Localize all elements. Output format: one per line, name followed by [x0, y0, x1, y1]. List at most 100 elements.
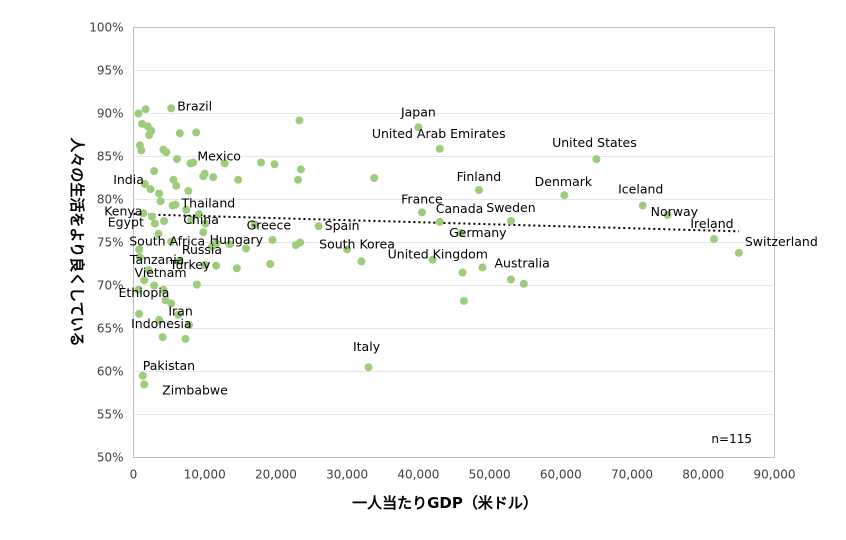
x-tick-label: 60,000: [540, 468, 582, 482]
y-tick-label: 95%: [97, 64, 124, 78]
x-tick-label: 90,000: [754, 468, 796, 482]
data-point: [295, 116, 304, 125]
data-point-denmark: [560, 191, 569, 200]
trendline: [133, 213, 739, 233]
data-point-egypt: [150, 219, 159, 228]
y-axis-title: 人々の生活をより良くしている: [68, 137, 86, 346]
data-point: [220, 159, 229, 168]
x-tick-label: 80,000: [682, 468, 724, 482]
country-label: Norway: [651, 204, 699, 219]
y-tick-label: 100%: [89, 21, 123, 35]
data-point-japan: [414, 123, 423, 132]
country-label: United Arab Emirates: [372, 126, 506, 141]
country-label: Tanzania: [129, 252, 184, 267]
country-label: Thailand: [181, 196, 236, 211]
data-point-hungary: [225, 240, 234, 249]
x-tick-label: 40,000: [397, 468, 439, 482]
data-point: [148, 212, 157, 221]
country-label: Russia: [182, 242, 222, 257]
data-point: [201, 219, 210, 228]
data-point: [159, 285, 168, 294]
country-label: China: [183, 212, 219, 227]
data-point: [135, 309, 144, 318]
country-label: Zimbabwe: [162, 382, 228, 397]
data-point-india: [140, 180, 149, 189]
data-point: [155, 189, 164, 198]
data-point: [169, 175, 178, 184]
data-point-ireland: [709, 235, 718, 244]
data-point: [137, 146, 146, 155]
data-point-sweden: [506, 217, 515, 225]
country-label: Greece: [247, 217, 292, 232]
data-point: [370, 174, 379, 182]
data-point-germany: [457, 229, 466, 238]
data-point-greece: [250, 220, 259, 229]
country-label: Denmark: [535, 174, 593, 189]
country-label: Hungary: [210, 232, 264, 247]
data-point: [182, 205, 191, 214]
data-point: [150, 281, 159, 290]
data-point: [181, 334, 190, 343]
y-tick-label: 60%: [97, 365, 124, 379]
y-tick-label: 85%: [97, 150, 124, 164]
country-label: Iran: [168, 304, 192, 319]
country-label: Kenya: [104, 203, 142, 218]
data-point: [294, 175, 303, 184]
country-label: Finland: [457, 169, 502, 184]
x-tick-label: 30,000: [326, 468, 368, 482]
data-point: [232, 264, 241, 273]
y-tick-label: 90%: [97, 107, 124, 121]
data-point: [167, 299, 176, 308]
data-point: [175, 129, 184, 138]
data-point: [185, 321, 194, 330]
data-point: [458, 268, 467, 277]
country-label: Switzerland: [745, 234, 818, 249]
country-label: South Korea: [319, 236, 395, 251]
data-point: [140, 276, 149, 285]
country-label: Italy: [353, 339, 381, 354]
y-tick-label: 65%: [97, 322, 124, 336]
data-point-united-kingdom: [428, 255, 437, 264]
data-point: [195, 210, 204, 219]
data-point: [519, 279, 528, 288]
data-point-canada: [435, 217, 444, 226]
y-axis-title-group: 人々の生活をより良くしている: [68, 137, 86, 346]
data-point: [199, 172, 208, 181]
data-point: [134, 109, 143, 118]
data-point: [266, 260, 275, 268]
data-point-pakistan: [138, 371, 147, 380]
data-point-indonesia: [155, 315, 164, 324]
data-point-kenya: [139, 209, 148, 218]
country-label: Turkey: [169, 257, 211, 272]
country-label: United States: [552, 135, 637, 150]
data-point: [162, 148, 171, 157]
data-point-thailand: [171, 200, 180, 209]
data-point: [156, 197, 165, 206]
data-point: [192, 280, 201, 289]
data-point-tanzania: [135, 253, 144, 262]
data-point: [296, 238, 305, 247]
y-axis-ticks: 50% 55% 60% 65% 70% 75% 80% 85% 90% 95% 100%: [89, 21, 123, 465]
country-label: Ethiopia: [118, 285, 169, 300]
data-point: [209, 173, 218, 182]
data-point: [268, 235, 277, 244]
country-label: Indonesia: [131, 316, 191, 331]
data-point: [184, 186, 193, 195]
x-tick-label: 0: [130, 468, 138, 482]
data-point: [146, 185, 155, 194]
y-tick-label: 75%: [97, 236, 124, 250]
x-axis-title: 一人当たりGDP（米ドル）: [352, 494, 538, 512]
data-point-united-arab-emirates: [435, 144, 444, 153]
data-point-south-africa: [167, 237, 176, 246]
data-points: [134, 104, 743, 389]
gridlines: [133, 70, 775, 415]
country-label: Spain: [325, 218, 360, 233]
data-point-iceland: [638, 201, 647, 210]
data-point: [141, 105, 150, 114]
data-point-zimbabwe: [140, 380, 149, 389]
data-point-russia: [207, 242, 216, 251]
data-point: [154, 229, 163, 238]
x-tick-label: 50,000: [469, 468, 511, 482]
